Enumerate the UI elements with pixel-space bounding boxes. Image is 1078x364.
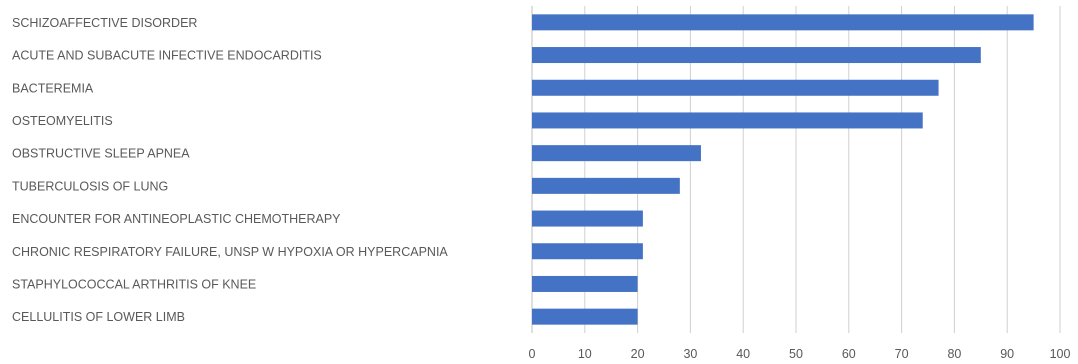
bars	[532, 14, 1034, 325]
category-label-8: CHRONIC RESPIRATORY FAILURE, UNSP W HYPO…	[12, 245, 448, 259]
category-label-4: OSTEOMYELITIS	[12, 114, 113, 128]
x-tick-label-100: 100	[1050, 347, 1071, 361]
bar-2	[532, 47, 981, 64]
bar-4	[532, 112, 923, 129]
x-tick-label-10: 10	[578, 347, 592, 361]
category-label-10: CELLULITIS OF LOWER LIMB	[12, 310, 185, 324]
category-label-6: TUBERCULOSIS OF LUNG	[12, 179, 168, 193]
bar-6	[532, 177, 680, 194]
category-label-5: OBSTRUCTIVE SLEEP APNEA	[12, 147, 190, 161]
bar-1	[532, 14, 1034, 31]
category-label-7: ENCOUNTER FOR ANTINEOPLASTIC CHEMOTHERAP…	[12, 212, 341, 226]
category-label-3: BACTEREMIA	[12, 81, 94, 95]
bar-8	[532, 243, 643, 260]
category-labels: SCHIZOAFFECTIVE DISORDER ACUTE AND SUBACU…	[12, 16, 448, 324]
x-tick-label-50: 50	[789, 347, 803, 361]
x-tick-label-20: 20	[631, 347, 645, 361]
category-label-1: SCHIZOAFFECTIVE DISORDER	[12, 16, 197, 30]
bar-9	[532, 275, 638, 292]
x-tick-label-0: 0	[529, 347, 536, 361]
x-tick-label-80: 80	[947, 347, 961, 361]
category-label-9: STAPHYLOCOCCAL ARTHRITIS OF KNEE	[12, 277, 256, 291]
x-axis-tick-labels: 0 10 20 30 40 50 60 70 80 90 100	[529, 347, 1071, 361]
bar-3	[532, 79, 939, 96]
bar-5	[532, 145, 701, 162]
x-tick-label-40: 40	[736, 347, 750, 361]
bar-10	[532, 308, 638, 325]
x-tick-label-70: 70	[895, 347, 909, 361]
x-tick-label-30: 30	[683, 347, 697, 361]
category-label-2: ACUTE AND SUBACUTE INFECTIVE ENDOCARDITI…	[12, 49, 322, 63]
x-tick-label-60: 60	[842, 347, 856, 361]
x-tick-label-90: 90	[1000, 347, 1014, 361]
bar-7	[532, 210, 643, 227]
